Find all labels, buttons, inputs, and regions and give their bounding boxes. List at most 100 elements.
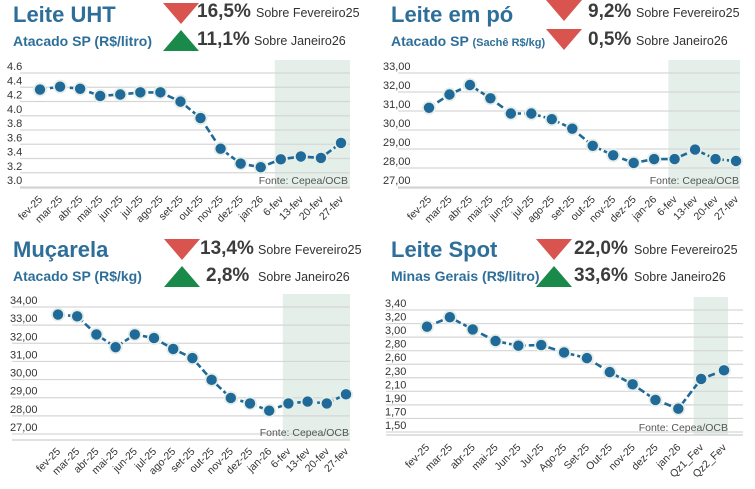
y-tick-label: 2,10 bbox=[385, 379, 406, 391]
pct-vs-feb25: 13,4% bbox=[200, 238, 254, 259]
compare-label-feb25: Sobre Fevereiro25 bbox=[258, 243, 362, 257]
data-point bbox=[467, 324, 478, 335]
data-point bbox=[730, 155, 742, 167]
data-point bbox=[567, 123, 578, 134]
x-tick-label: 27-fev bbox=[712, 193, 742, 223]
data-point bbox=[718, 365, 730, 376]
data-point bbox=[505, 108, 517, 119]
data-point bbox=[244, 398, 256, 409]
y-tick-label: 2,80 bbox=[385, 339, 406, 351]
data-point bbox=[513, 340, 524, 351]
highlight-region bbox=[282, 294, 350, 440]
source-label: Fonte: Cepea/OCB bbox=[639, 422, 728, 434]
data-point bbox=[54, 81, 66, 92]
pct-vs-jan26: 11,1% bbox=[197, 29, 250, 50]
panel-title: Leite em pó bbox=[391, 2, 514, 27]
data-point bbox=[608, 150, 619, 161]
source-label: Fonte: Cepea/OCB bbox=[259, 175, 348, 187]
pct-vs-feb25: 22,0% bbox=[574, 238, 628, 259]
data-point bbox=[225, 392, 236, 404]
pct-vs-jan26: 2,8% bbox=[206, 265, 250, 286]
data-point bbox=[168, 343, 179, 355]
line-chart-mucarela: 34,00 33,00 32,00 31,00 30,00 29,00 28,00 27,00… bbox=[10, 294, 353, 478]
y-tick-label: 4.4 bbox=[7, 75, 22, 87]
data-point bbox=[135, 87, 146, 98]
data-point bbox=[335, 137, 347, 149]
y-tick-label: 2,60 bbox=[385, 352, 406, 364]
pct-vs-feb25: 16,5% bbox=[197, 1, 251, 22]
data-point bbox=[558, 347, 570, 358]
data-point bbox=[264, 405, 275, 416]
panel-leite-spot: Leite Spot Minas Gerais (R$/litro) 22,0%… bbox=[378, 235, 755, 489]
data-point bbox=[587, 140, 598, 151]
data-point bbox=[283, 398, 294, 409]
data-point bbox=[321, 398, 332, 409]
y-tick-label: 1,70 bbox=[385, 406, 406, 418]
y-tick-label: 31,00 bbox=[10, 349, 38, 361]
data-point bbox=[72, 311, 83, 322]
data-point bbox=[421, 321, 433, 332]
data-point bbox=[710, 153, 721, 165]
y-tick-label: 3.8 bbox=[7, 118, 22, 130]
down-triangle-icon bbox=[164, 239, 200, 260]
data-point bbox=[115, 89, 126, 100]
pct-vs-jan26: 33,6% bbox=[574, 265, 628, 286]
data-point bbox=[187, 352, 198, 364]
data-point bbox=[52, 309, 64, 320]
data-point bbox=[627, 379, 638, 390]
down-triangle-icon bbox=[163, 3, 199, 24]
y-tick-label: 3.4 bbox=[7, 147, 22, 159]
line-chart-leite-em-po: 33,0032,0031,0030,0029,0028,0027,00fev-2… bbox=[383, 60, 743, 226]
compare-label-jan26: Sobre Janeiro26 bbox=[258, 270, 350, 284]
highlight-region bbox=[274, 60, 350, 188]
panel-mucarela: Muçarela Atacado SP (R$/kg) 13,4% Sobre … bbox=[0, 235, 377, 489]
panel-subtitle: Atacado SP (R$/kg) bbox=[13, 268, 142, 284]
y-tick-label: 4.0 bbox=[7, 104, 22, 116]
compare-label-feb25: Sobre Fevereiro25 bbox=[636, 6, 740, 20]
data-point bbox=[648, 153, 660, 165]
data-point bbox=[315, 152, 327, 164]
compare-label-jan26: Sobre Janeiro26 bbox=[636, 34, 728, 48]
data-point bbox=[669, 153, 680, 165]
y-tick-label: 34,00 bbox=[10, 295, 38, 307]
y-tick-label: 3.6 bbox=[7, 132, 22, 144]
up-triangle-icon bbox=[163, 30, 199, 51]
panel-leite-uht: Leite UHT Atacado SP (R$/litro) 16,5% So… bbox=[0, 0, 377, 235]
y-tick-label: 32,00 bbox=[10, 331, 38, 343]
down-triangle-icon bbox=[546, 0, 582, 21]
y-tick-label: 28,00 bbox=[10, 404, 38, 416]
down-triangle-icon bbox=[536, 239, 572, 260]
data-point bbox=[74, 83, 86, 95]
compare-label-feb25: Sobre Fevereiro25 bbox=[634, 243, 738, 257]
series-line bbox=[428, 83, 737, 165]
subtitle-text: Atacado SP (R$/litro) bbox=[13, 33, 152, 49]
data-point bbox=[129, 329, 140, 340]
y-tick-label: 2,30 bbox=[385, 366, 406, 378]
data-point bbox=[195, 112, 206, 124]
y-tick-label: 31,00 bbox=[383, 99, 411, 111]
y-tick-label: 3,40 bbox=[385, 298, 406, 310]
data-point bbox=[695, 373, 707, 385]
y-tick-label: 1,50 bbox=[385, 420, 406, 432]
data-point bbox=[444, 89, 455, 100]
y-tick-label: 32,00 bbox=[383, 80, 411, 92]
pct-vs-jan26: 0,5% bbox=[588, 29, 632, 50]
data-point bbox=[275, 154, 286, 165]
x-tick-label: Jun-25 bbox=[492, 442, 523, 473]
y-tick-label: 30,00 bbox=[10, 368, 38, 380]
panel-leite-em-po: Leite em pó Atacado SP (Sachê R$/kg) 9,2… bbox=[378, 0, 755, 235]
x-tick-label: dez-25 bbox=[629, 442, 660, 473]
data-point bbox=[255, 161, 266, 173]
subtitle-text: Minas Gerais (R$/litro) bbox=[391, 268, 540, 284]
source-label: Fonte: Cepea/OCB bbox=[650, 175, 739, 187]
data-point bbox=[148, 332, 160, 344]
y-tick-label: 30,00 bbox=[383, 118, 411, 130]
panel-subtitle: Atacado SP (R$/litro) bbox=[13, 33, 152, 49]
data-point bbox=[295, 151, 307, 162]
panel-subtitle: Minas Gerais (R$/litro) bbox=[391, 268, 540, 284]
series-line bbox=[57, 313, 347, 413]
highlight-region bbox=[668, 60, 740, 188]
compare-label-feb25: Sobre Fevereiro25 bbox=[256, 6, 360, 20]
y-tick-label: 3,00 bbox=[385, 325, 406, 337]
y-tick-label: 28,00 bbox=[383, 156, 411, 168]
